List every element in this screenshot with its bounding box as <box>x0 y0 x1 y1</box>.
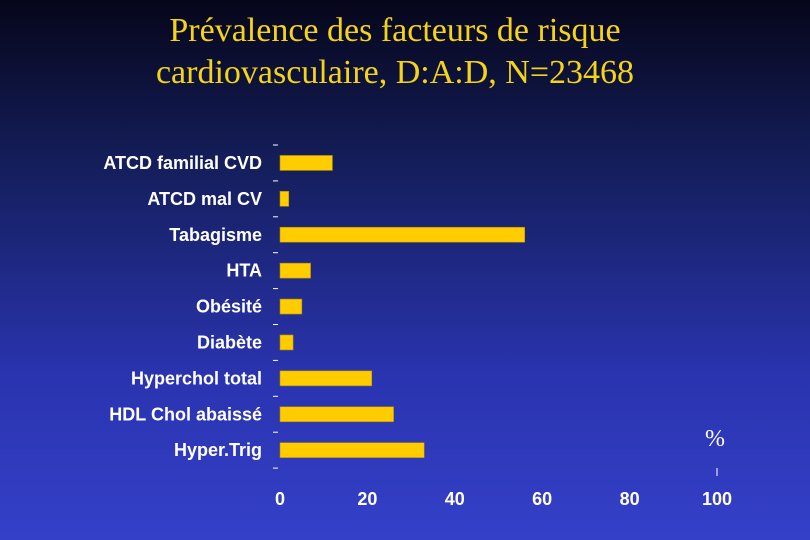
chart-title: Prévalence des facteurs de risque cardio… <box>0 10 790 94</box>
category-label: Hyper.Trig <box>174 440 262 460</box>
category-label: HDL Chol abaissé <box>109 404 262 424</box>
title-line-2: cardiovasculaire, D:A:D, N=23468 <box>155 54 635 91</box>
x-tick-label: 80 <box>620 489 640 509</box>
x-tick-label: 40 <box>445 489 465 509</box>
x-tick-label: 100 <box>702 489 732 509</box>
bar <box>279 298 303 315</box>
bar <box>279 442 425 458</box>
category-label: ATCD familial CVD <box>103 153 262 173</box>
category-label: Tabagisme <box>169 225 262 245</box>
category-label: Obésité <box>196 297 262 317</box>
bar <box>279 406 394 423</box>
bar <box>279 262 311 279</box>
bar <box>279 191 290 207</box>
category-label: Hyperchol total <box>131 368 262 388</box>
category-label: ATCD mal CV <box>147 189 262 209</box>
x-tick-label: 60 <box>532 489 552 509</box>
category-label: Diabète <box>197 332 262 352</box>
unit-label: % <box>705 426 725 452</box>
category-label: HTA <box>226 261 262 281</box>
bar <box>279 226 526 243</box>
bar <box>279 334 294 351</box>
x-tick-label: 20 <box>357 489 377 509</box>
bar <box>279 370 373 387</box>
bar <box>279 155 333 171</box>
x-tick-label: 0 <box>275 489 285 509</box>
title-line-1: Prévalence des facteurs de risque <box>169 12 621 49</box>
